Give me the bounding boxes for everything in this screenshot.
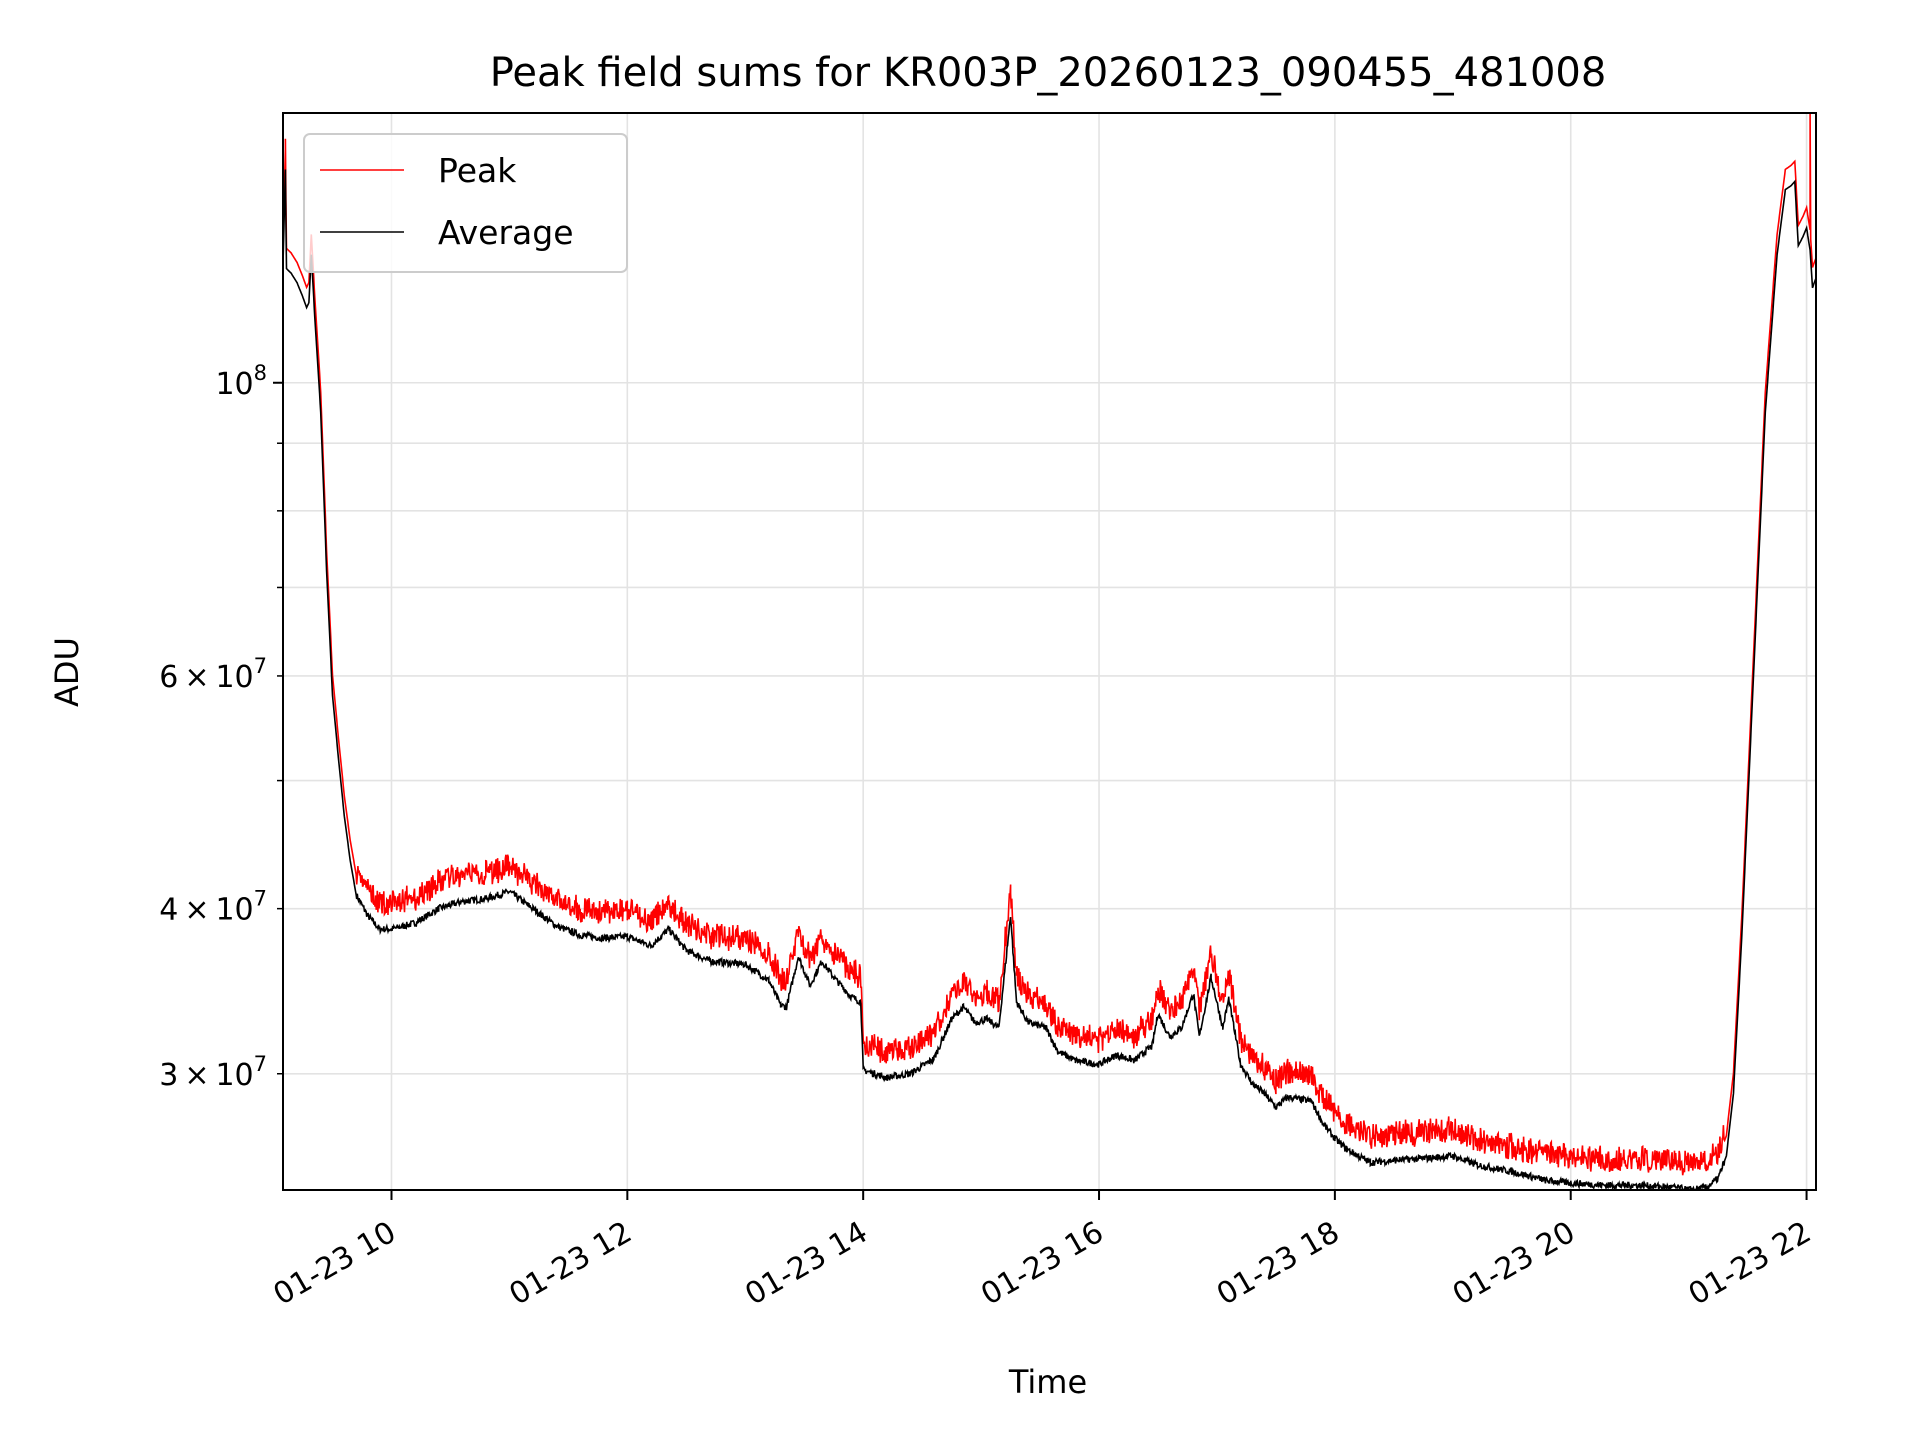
legend: Peak Average: [303, 133, 628, 273]
legend-label-average: Average: [438, 213, 574, 252]
x-axis-label: Time: [1008, 1363, 1087, 1401]
y-tick-label: 6 × 107: [159, 654, 267, 695]
grid: [283, 113, 1816, 1190]
legend-label-peak: Peak: [438, 151, 517, 190]
plot-frame: [282, 112, 1817, 1191]
y-tick-label: 108: [215, 361, 267, 402]
chart-title: Peak field sums for KR003P_20260123_0904…: [490, 50, 1607, 96]
legend-box: [303, 133, 628, 273]
y-axis-label: ADU: [48, 637, 86, 707]
series-line-average: [283, 169, 1816, 1190]
series-layer: [283, 113, 1816, 1190]
series-line-peak: [283, 113, 1816, 1176]
y-tick-label: 3 × 107: [159, 1052, 267, 1093]
y-tick-label: 4 × 107: [159, 887, 267, 928]
